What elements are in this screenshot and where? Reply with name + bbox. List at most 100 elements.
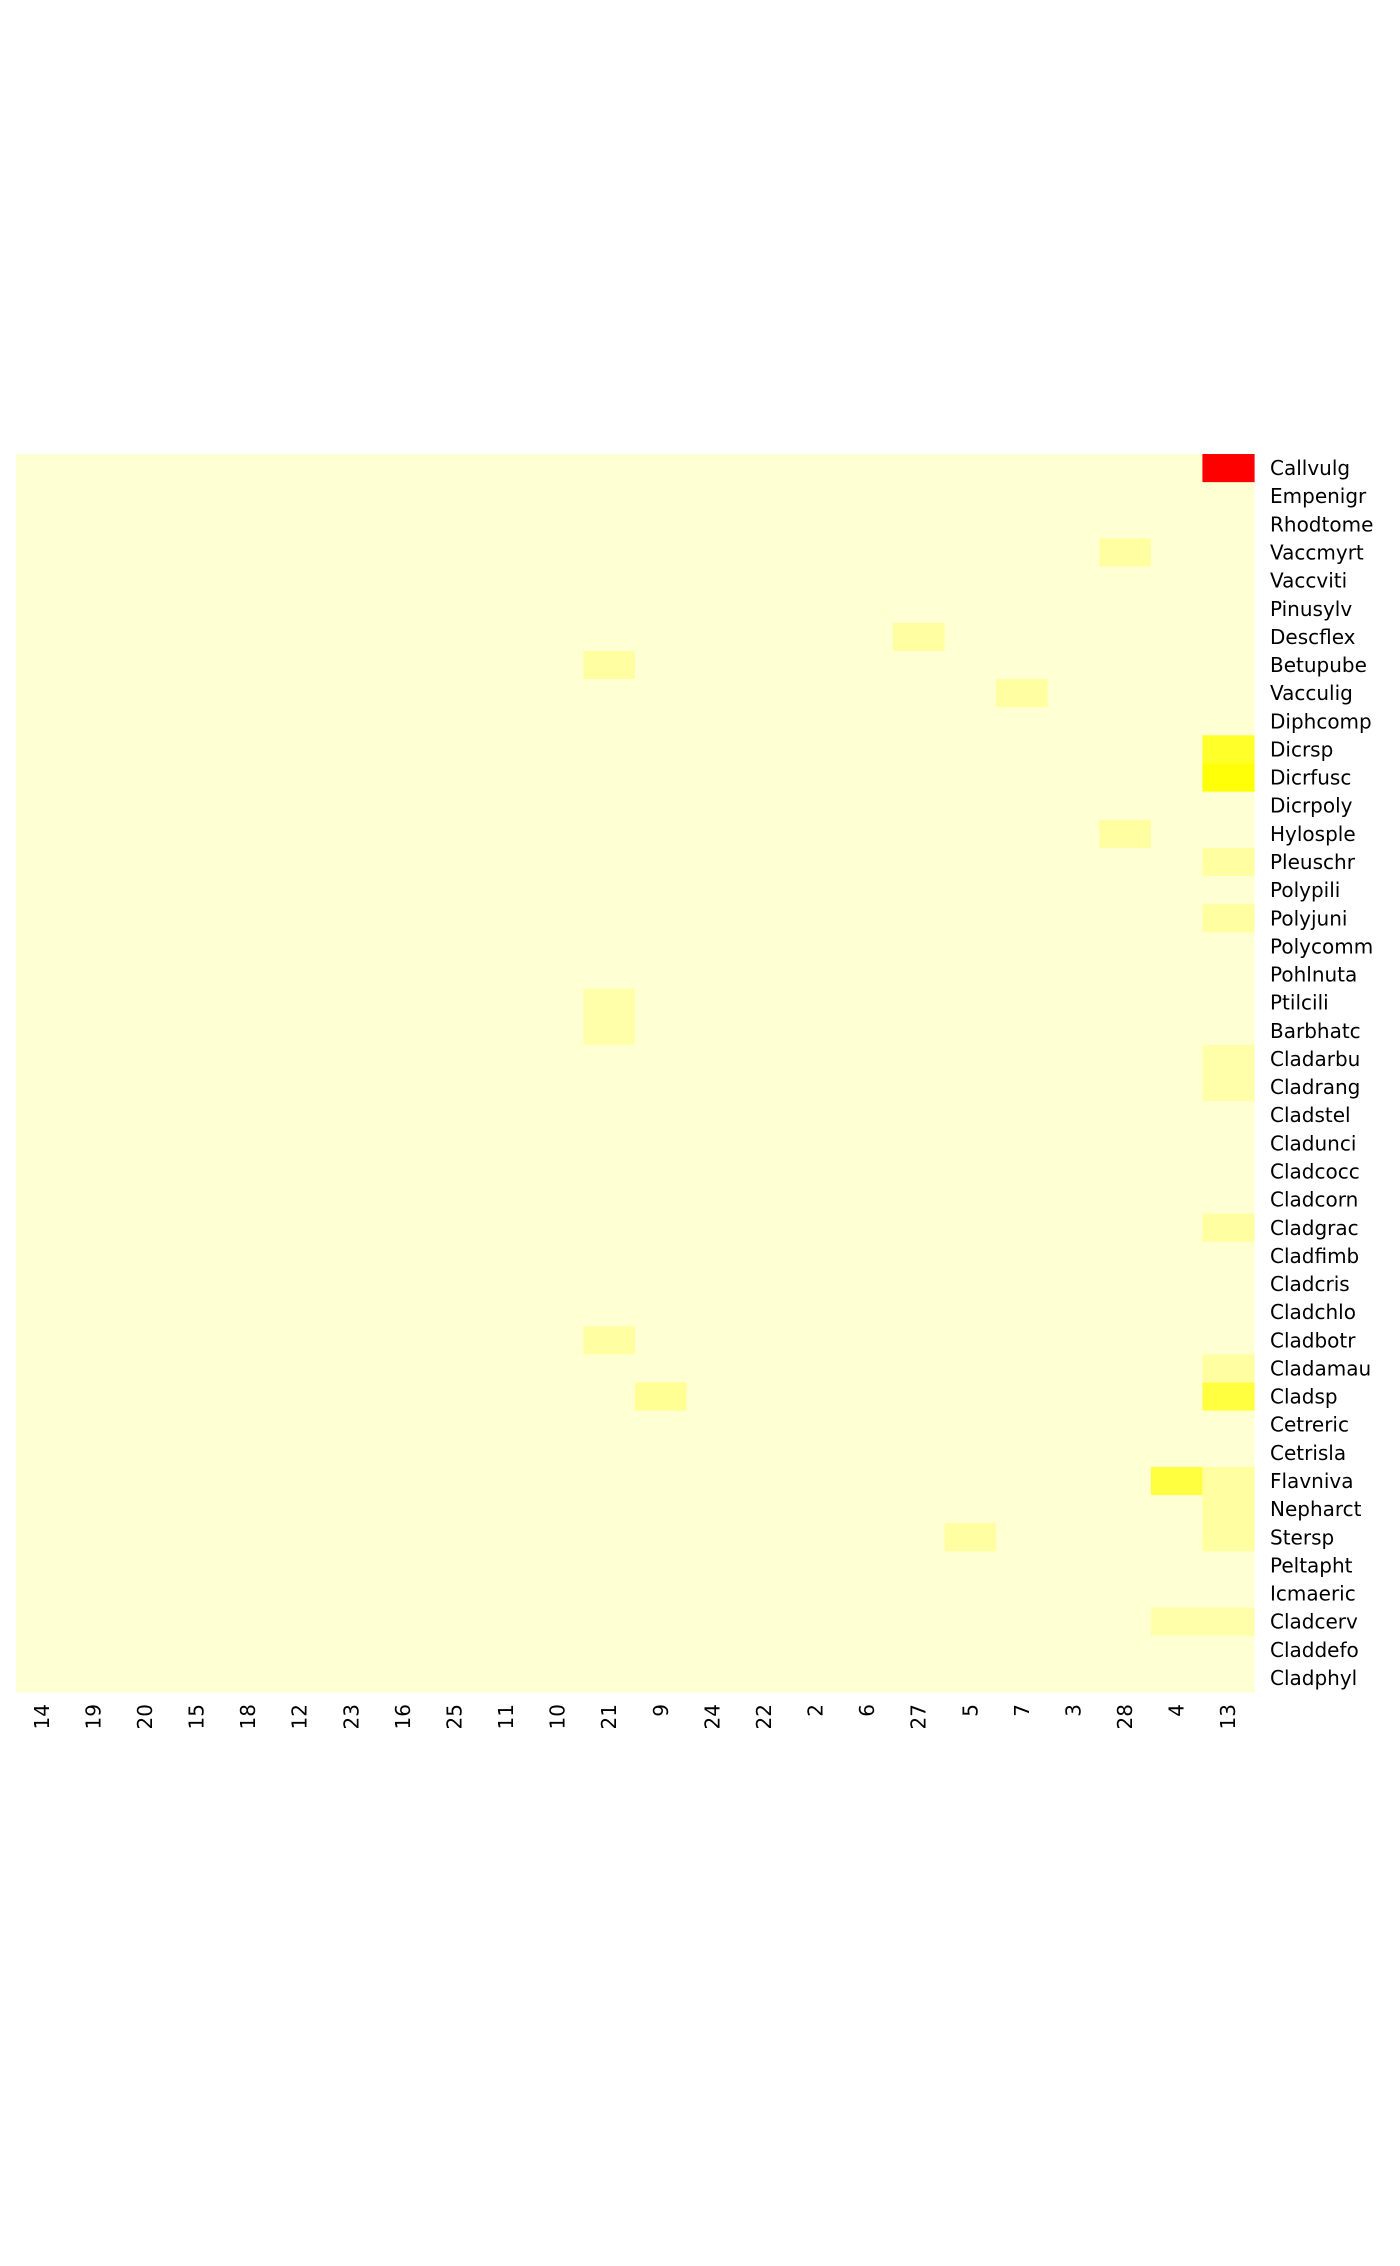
- heatmap-cell: [325, 763, 378, 793]
- heatmap-cell: [944, 1466, 997, 1496]
- heatmap-cell: [1099, 1129, 1152, 1159]
- heatmap-cell: [1047, 1635, 1100, 1665]
- heatmap-cell: [1099, 1551, 1152, 1581]
- heatmap-cell: [1202, 988, 1255, 1018]
- heatmap-cell: [222, 1551, 275, 1581]
- heatmap-cell: [67, 1551, 120, 1581]
- heatmap-cell: [531, 904, 585, 933]
- heatmap-cell: [635, 538, 688, 568]
- heatmap-cell: [480, 1663, 533, 1693]
- heatmap-cell: [16, 1663, 69, 1693]
- heatmap-cell: [16, 1101, 69, 1130]
- heatmap-cell: [428, 1438, 481, 1468]
- heatmap-cell: [16, 1635, 69, 1665]
- heatmap-cell: [892, 1269, 946, 1299]
- heatmap-cell: [273, 988, 327, 1018]
- heatmap-cell: [377, 482, 430, 511]
- heatmap-cell: [1202, 650, 1255, 680]
- heatmap-cell: [892, 679, 946, 708]
- heatmap-cell: [583, 1241, 636, 1271]
- heatmap-cell: [273, 1382, 327, 1412]
- heatmap-cell: [119, 1044, 172, 1074]
- heatmap-cell: [325, 1438, 378, 1468]
- heatmap-cell: [325, 735, 378, 765]
- heatmap-cell: [789, 1579, 842, 1609]
- heatmap-cell: [944, 1354, 997, 1384]
- heatmap-cell: [170, 454, 223, 483]
- heatmap-cell: [996, 707, 1049, 736]
- heatmap-cell: [531, 1523, 585, 1552]
- heatmap-cell: [996, 1663, 1049, 1693]
- heatmap-cell: [944, 1185, 997, 1215]
- row-label: Cladunci: [1270, 1131, 1356, 1155]
- heatmap-cell: [738, 1157, 791, 1187]
- heatmap-cell: [1202, 1213, 1255, 1243]
- heatmap-cell: [635, 960, 688, 990]
- heatmap-cell: [789, 819, 842, 849]
- heatmap-cell: [170, 1213, 223, 1243]
- heatmap-cell: [67, 1129, 120, 1159]
- heatmap-cell: [635, 566, 688, 596]
- heatmap-cell: [67, 735, 120, 765]
- heatmap-cell: [583, 1495, 636, 1524]
- heatmap-cell: [170, 1269, 223, 1299]
- heatmap-cell: [1202, 763, 1255, 793]
- heatmap-cell: [67, 510, 120, 540]
- heatmap-cell: [531, 454, 585, 483]
- heatmap-cell: [583, 1073, 636, 1102]
- heatmap-cell: [222, 1382, 275, 1412]
- heatmap-cell: [377, 622, 430, 652]
- heatmap-cell: [170, 1241, 223, 1271]
- heatmap-cell: [428, 1241, 481, 1271]
- heatmap-cell: [686, 650, 739, 680]
- heatmap-cell: [1047, 1607, 1100, 1637]
- heatmap-cell: [686, 707, 739, 736]
- heatmap-cell: [686, 1466, 739, 1496]
- heatmap-cell: [67, 1073, 120, 1102]
- heatmap-cell: [635, 791, 688, 821]
- heatmap-cell: [222, 876, 275, 905]
- heatmap-cell: [686, 1523, 739, 1552]
- heatmap-cell: [1202, 960, 1255, 990]
- heatmap-cell: [222, 791, 275, 821]
- heatmap-cell: [531, 932, 585, 962]
- heatmap-cell: [892, 566, 946, 596]
- heatmap-cell: [841, 1241, 894, 1271]
- heatmap-cell: [738, 1269, 791, 1299]
- row-label: Dicrfusc: [1270, 766, 1351, 790]
- heatmap-cell: [1150, 707, 1204, 736]
- heatmap-cell: [222, 1607, 275, 1637]
- heatmap-cell: [738, 707, 791, 736]
- heatmap-cell: [789, 1016, 842, 1046]
- heatmap-cell: [738, 847, 791, 877]
- heatmap-cell: [531, 538, 585, 568]
- heatmap-cell: [1202, 791, 1255, 821]
- heatmap-cell: [170, 791, 223, 821]
- heatmap-cell: [170, 707, 223, 736]
- heatmap-cell: [1099, 482, 1152, 511]
- heatmap-cell: [273, 1213, 327, 1243]
- heatmap-cell: [996, 735, 1049, 765]
- heatmap-cell: [531, 622, 585, 652]
- heatmap-cell: [325, 1157, 378, 1187]
- heatmap-cell: [325, 904, 378, 933]
- heatmap-cell: [892, 763, 946, 793]
- heatmap-cell: [635, 1044, 688, 1074]
- heatmap-cell: [841, 763, 894, 793]
- row-label: Empenigr: [1270, 484, 1367, 508]
- heatmap-cell: [119, 482, 172, 511]
- heatmap-cell: [944, 538, 997, 568]
- heatmap-cell: [480, 1523, 533, 1552]
- heatmap-cell: [67, 932, 120, 962]
- heatmap-cell: [428, 876, 481, 905]
- heatmap-cell: [1099, 1298, 1152, 1327]
- heatmap-cell: [789, 566, 842, 596]
- heatmap-cell: [377, 1241, 430, 1271]
- row-label: Polyjuni: [1270, 906, 1347, 930]
- heatmap-cell: [119, 932, 172, 962]
- heatmap-cell: [583, 482, 636, 511]
- heatmap-cell: [222, 622, 275, 652]
- heatmap-cell: [996, 960, 1049, 990]
- heatmap-cell: [325, 1382, 378, 1412]
- heatmap-cell: [119, 1129, 172, 1159]
